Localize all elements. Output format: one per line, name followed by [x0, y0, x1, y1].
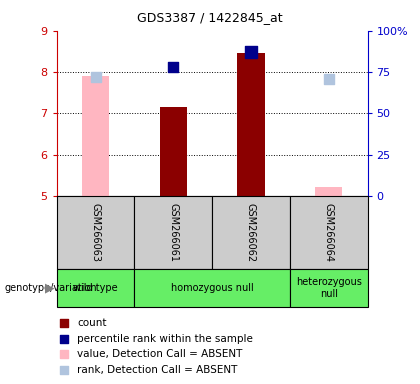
Text: percentile rank within the sample: percentile rank within the sample — [77, 334, 253, 344]
Bar — [57, 196, 134, 269]
Point — [326, 76, 332, 82]
Point — [61, 320, 68, 326]
Text: rank, Detection Call = ABSENT: rank, Detection Call = ABSENT — [77, 365, 237, 375]
Text: GSM266063: GSM266063 — [91, 203, 100, 262]
Text: heterozygous
null: heterozygous null — [296, 277, 362, 299]
Text: GSM266062: GSM266062 — [246, 203, 256, 262]
Bar — [134, 196, 212, 269]
Point — [61, 367, 68, 373]
Bar — [290, 196, 368, 269]
Point — [61, 351, 68, 357]
Point — [61, 336, 68, 342]
Text: genotype/variation: genotype/variation — [4, 283, 97, 293]
Bar — [212, 196, 290, 269]
Bar — [134, 269, 290, 307]
Bar — [160, 107, 187, 196]
Bar — [290, 269, 368, 307]
Bar — [237, 53, 265, 196]
Text: GSM266064: GSM266064 — [324, 203, 333, 262]
Text: homozygous null: homozygous null — [171, 283, 254, 293]
Text: GSM266061: GSM266061 — [168, 203, 178, 262]
Bar — [57, 269, 134, 307]
Text: wild type: wild type — [73, 283, 118, 293]
Bar — [82, 76, 109, 196]
Text: count: count — [77, 318, 106, 328]
Point — [92, 74, 99, 80]
Point — [248, 49, 255, 55]
Point — [170, 64, 177, 70]
Bar — [315, 187, 342, 196]
Text: GDS3387 / 1422845_at: GDS3387 / 1422845_at — [137, 12, 283, 25]
Text: ▶: ▶ — [45, 281, 55, 295]
Text: value, Detection Call = ABSENT: value, Detection Call = ABSENT — [77, 349, 242, 359]
